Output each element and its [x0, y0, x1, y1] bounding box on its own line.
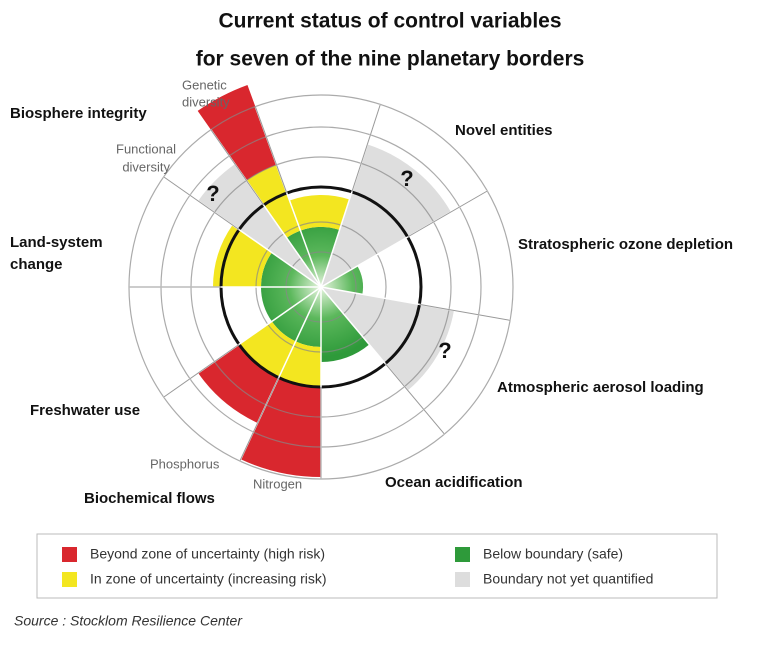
- legend-label: In zone of uncertainty (increasing risk): [90, 571, 327, 587]
- spoke-outer: [419, 303, 511, 321]
- wedge: [321, 144, 451, 287]
- wedge: [289, 195, 350, 231]
- legend-swatch: [455, 547, 470, 562]
- legend-swatch: [455, 572, 470, 587]
- label: change: [10, 256, 63, 273]
- wedge: [321, 287, 454, 391]
- spoke-outer: [407, 190, 488, 238]
- spoke-outer: [351, 104, 381, 193]
- legend-box: [36, 533, 718, 599]
- label: Biosphere integrity: [10, 105, 147, 122]
- wedge: [246, 164, 301, 238]
- wedge: [239, 321, 296, 378]
- label: diversity: [182, 94, 230, 109]
- question-mark: ?: [400, 166, 413, 191]
- wedge: [240, 377, 321, 477]
- wedge: [197, 84, 277, 181]
- wedge: [286, 230, 321, 287]
- legend-label: Beyond zone of uncertainty (high risk): [90, 546, 325, 562]
- wedge: [321, 266, 363, 295]
- wedge: [271, 287, 321, 342]
- wedge: [278, 341, 321, 387]
- wedge: [300, 227, 340, 287]
- label: Functional: [116, 141, 176, 156]
- question-mark: ?: [438, 338, 451, 363]
- wedge: [198, 344, 279, 423]
- label: Land-system: [10, 234, 103, 251]
- title: for seven of the nine planetary borders: [196, 48, 585, 71]
- label: Nitrogen: [253, 476, 302, 491]
- label: Freshwater use: [30, 402, 140, 419]
- title: Current status of control variables: [218, 10, 561, 33]
- question-mark: ?: [206, 181, 219, 206]
- legend-label: Boundary not yet quantified: [483, 571, 653, 587]
- spoke-outer: [254, 106, 288, 194]
- label: Phosphorus: [150, 456, 220, 471]
- label: Genetic: [182, 77, 227, 92]
- wedge: [213, 225, 272, 287]
- spoke-outer: [239, 377, 280, 462]
- legend-swatch: [62, 572, 77, 587]
- spoke-outer: [163, 343, 240, 398]
- legend-label: Below boundary (safe): [483, 546, 623, 562]
- spoke-outer: [384, 363, 445, 435]
- label: Novel entities: [455, 122, 553, 139]
- wheel: [128, 84, 514, 480]
- label: diversity: [122, 159, 170, 174]
- label: Atmospheric aerosol loading: [497, 379, 704, 396]
- legend-swatch: [62, 547, 77, 562]
- source: Source : Stocklom Resilience Center: [14, 613, 243, 629]
- label: Ocean acidification: [385, 474, 523, 491]
- spoke-outer: [163, 176, 240, 231]
- label: Biochemical flows: [84, 490, 215, 507]
- wedge: [321, 287, 370, 362]
- label: Stratospheric ozone depletion: [518, 236, 733, 253]
- spoke-outer: [210, 129, 265, 206]
